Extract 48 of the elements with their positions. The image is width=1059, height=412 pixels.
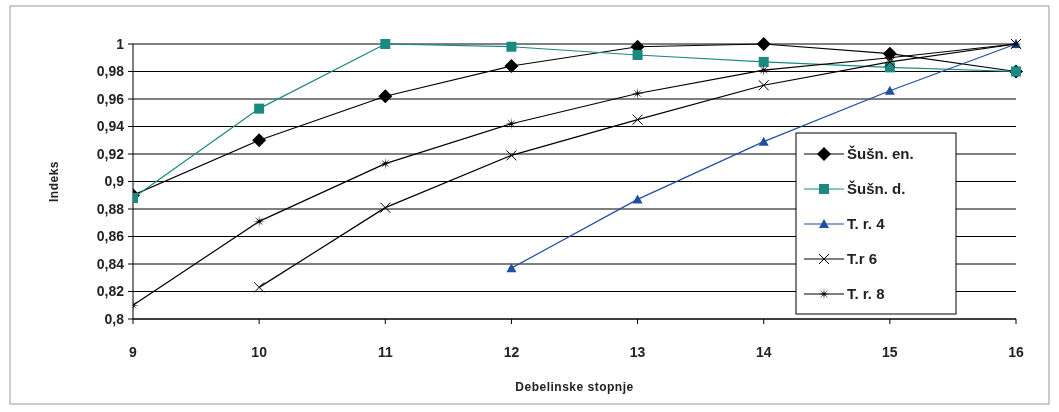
legend-label: T.r 6 [847, 250, 878, 268]
legend-label: T. r. 8 [847, 285, 885, 303]
y-tick-label: 0,8 [104, 310, 125, 327]
x-tick-label: 15 [882, 344, 898, 360]
point [254, 103, 265, 114]
point [758, 56, 769, 67]
point [505, 117, 518, 130]
y-tick-label: 0,98 [96, 63, 125, 80]
y-tick-label: 1 [116, 35, 125, 52]
legend-label: Šušn. en. [847, 145, 914, 163]
point [632, 194, 643, 204]
point [505, 149, 517, 161]
x-tick-label: 11 [377, 344, 393, 360]
x-tick-label: 13 [629, 344, 646, 360]
x-tick-label: 16 [1008, 344, 1024, 360]
y-tick-label: 0,82 [96, 283, 125, 300]
point [504, 59, 519, 73]
y-tick-label: 0,9 [104, 173, 125, 190]
y-tick-label: 0,92 [96, 145, 125, 162]
point [253, 281, 265, 293]
point [506, 263, 517, 273]
point [758, 79, 770, 91]
legend-label: Šušn. d. [847, 180, 906, 198]
point [884, 85, 895, 95]
x-axis-title: Debelinske stopnje [515, 380, 634, 394]
x-tick-label: 10 [251, 344, 268, 360]
legend-label: T. r. 4 [847, 215, 886, 233]
point [380, 39, 391, 49]
y-tick-label: 0,84 [96, 255, 125, 272]
y-tick-label: 0,96 [96, 90, 125, 107]
point [758, 136, 769, 146]
y-tick-label: 0,94 [96, 118, 125, 135]
point [631, 87, 644, 100]
y-axis-title: Indeks [47, 160, 61, 203]
y-tick-label: 0,88 [96, 200, 125, 217]
x-tick-label: 12 [503, 344, 520, 360]
point [632, 114, 644, 126]
point [252, 133, 267, 148]
y-tick-label: 0,86 [96, 228, 125, 245]
point [379, 157, 392, 170]
point [884, 56, 896, 68]
point [632, 50, 643, 60]
point [506, 41, 517, 52]
point [379, 202, 391, 214]
point [756, 37, 771, 51]
x-tick-label: 14 [755, 344, 772, 360]
point [378, 89, 393, 104]
x-tick-label: 9 [129, 344, 138, 360]
